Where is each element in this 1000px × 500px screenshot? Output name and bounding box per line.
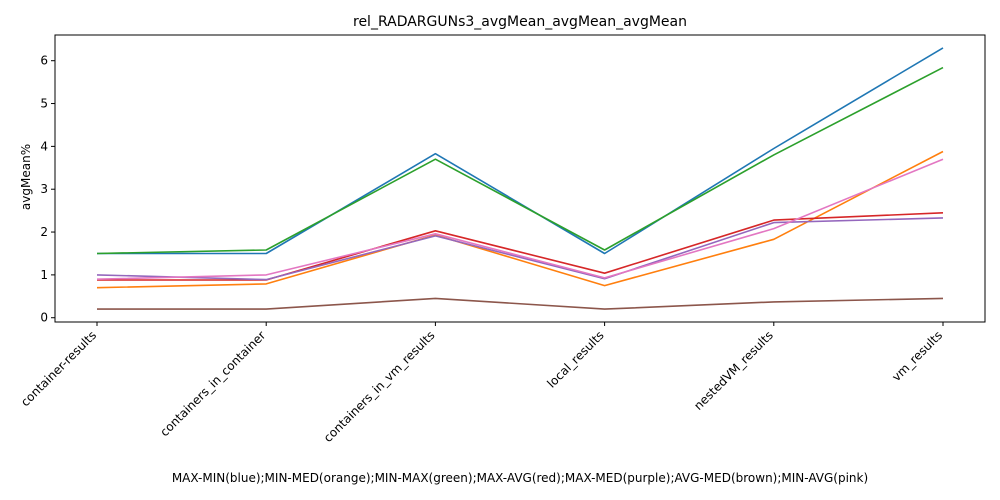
y-tick-label: 5 (40, 97, 48, 111)
y-tick-label: 1 (40, 268, 48, 282)
series-layer (96, 47, 944, 310)
x-tick-label: nestedVM_results (691, 328, 776, 413)
series-line-4 (96, 217, 944, 281)
y-tick-label: 0 (40, 311, 48, 325)
x-tick-label: local_results (544, 328, 606, 390)
y-tick-label: 4 (40, 139, 48, 153)
series-line-0 (97, 47, 944, 255)
x-tick-label: container-results (18, 328, 99, 409)
series-line-1 (96, 150, 944, 289)
y-axis-label: avgMean% (19, 144, 33, 210)
series-line-3 (97, 212, 944, 281)
x-tick-label: vm_results (889, 328, 945, 384)
series-line-5 (97, 297, 944, 310)
series-line-2 (96, 66, 944, 255)
y-tick-label: 3 (40, 182, 48, 196)
chart-title: rel_RADARGUNs3_avgMean_avgMean_avgMean (353, 14, 687, 30)
x-tick-label: containers_in_container (157, 328, 268, 439)
y-tick-label: 2 (40, 225, 48, 239)
plot-frame (54, 34, 986, 323)
series-line-6 (96, 158, 944, 280)
x-tick-label: containers_in_vm_results (321, 328, 438, 445)
x-axis-label: MAX-MIN(blue);MIN-MED(orange);MIN-MAX(gr… (172, 471, 868, 485)
y-tick-label: 6 (40, 54, 48, 68)
